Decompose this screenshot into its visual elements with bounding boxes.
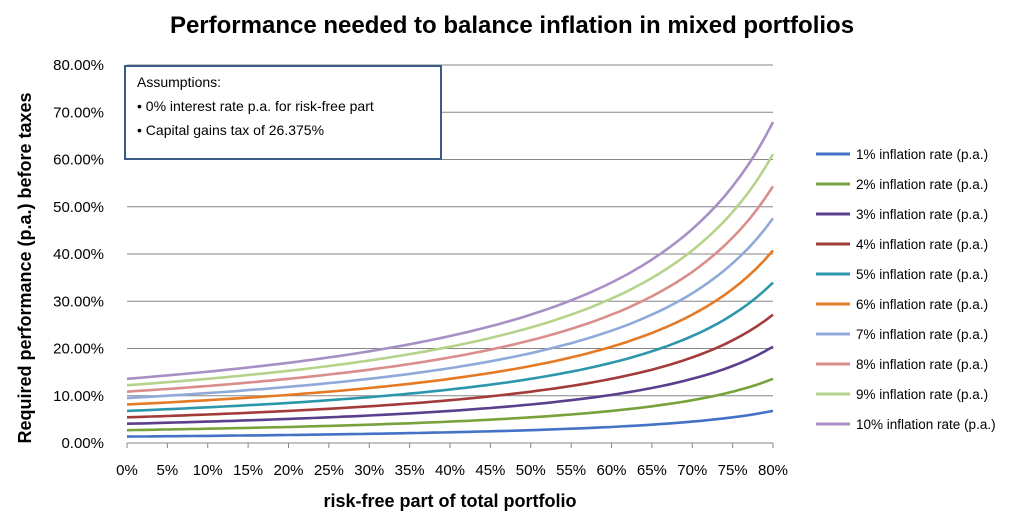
y-tick-label: 80.00%	[53, 57, 104, 74]
x-tick-label: 75%	[718, 462, 748, 479]
x-tick-label: 60%	[596, 462, 626, 479]
series-lines	[126, 121, 775, 438]
assumptions-box: Assumptions: • 0% interest rate p.a. for…	[124, 65, 442, 160]
series-line-7	[126, 217, 775, 400]
x-tick-label: 20%	[273, 462, 303, 479]
x-tick-label: 10%	[193, 462, 223, 479]
y-tick-label: 0.00%	[61, 435, 104, 452]
y-tick-label: 50.00%	[53, 199, 104, 216]
x-axis-label: risk-free part of total portfolio	[323, 491, 576, 511]
legend-label: 2% inflation rate (p.a.)	[856, 177, 988, 192]
legend-item: 6% inflation rate (p.a.)	[816, 297, 988, 312]
legend: 1% inflation rate (p.a.) 2% inflation rat…	[816, 147, 996, 432]
legend-item: 4% inflation rate (p.a.)	[816, 237, 988, 252]
legend-item: 5% inflation rate (p.a.)	[816, 267, 988, 282]
assumptions-heading: Assumptions:	[137, 74, 221, 90]
x-tick-label: 15%	[233, 462, 263, 479]
series-line-5	[126, 281, 774, 413]
series-line-3	[126, 345, 774, 425]
legend-item: 8% inflation rate (p.a.)	[816, 357, 988, 372]
series-line-9	[126, 153, 775, 387]
legend-item: 3% inflation rate (p.a.)	[816, 207, 988, 222]
series-line-2	[126, 377, 774, 432]
legend-label: 1% inflation rate (p.a.)	[856, 147, 988, 162]
x-axis-ticks: 0% 5% 10% 15% 20% 25% 30% 35% 40% 45% 50% 55% 60% 65%…	[116, 443, 788, 479]
assumption-line-1: • 0% interest rate p.a. for risk-free pa…	[137, 98, 374, 114]
x-tick-label: 0%	[116, 462, 138, 479]
series-line-6	[126, 249, 774, 406]
legend-label: 6% inflation rate (p.a.)	[856, 297, 988, 312]
y-tick-label: 20.00%	[53, 341, 104, 358]
legend-label: 4% inflation rate (p.a.)	[856, 237, 988, 252]
legend-label: 5% inflation rate (p.a.)	[856, 267, 988, 282]
series-line-1	[126, 409, 774, 438]
legend-label: 8% inflation rate (p.a.)	[856, 357, 988, 372]
x-tick-label: 35%	[395, 462, 425, 479]
x-tick-label: 30%	[354, 462, 384, 479]
series-line-8	[126, 185, 775, 393]
y-tick-label: 40.00%	[53, 246, 104, 263]
x-tick-label: 70%	[677, 462, 707, 479]
series-line-10	[126, 121, 775, 381]
x-tick-label: 65%	[637, 462, 667, 479]
y-tick-label: 10.00%	[53, 388, 104, 405]
series-line-4	[126, 313, 774, 419]
legend-label: 3% inflation rate (p.a.)	[856, 207, 988, 222]
legend-item: 7% inflation rate (p.a.)	[816, 327, 988, 342]
assumption-line-2: • Capital gains tax of 26.375%	[137, 122, 324, 138]
legend-label: 7% inflation rate (p.a.)	[856, 327, 988, 342]
assumptions-box-border	[124, 65, 442, 160]
chart-title: Performance needed to balance inflation …	[170, 12, 854, 39]
y-axis-label: Required performance (p.a.) before taxes	[15, 92, 35, 443]
y-tick-label: 30.00%	[53, 293, 104, 310]
x-tick-label: 80%	[758, 462, 788, 479]
y-tick-label: 70.00%	[53, 104, 104, 121]
x-tick-label: 55%	[556, 462, 586, 479]
x-tick-label: 40%	[435, 462, 465, 479]
x-tick-label: 45%	[475, 462, 505, 479]
legend-label: 9% inflation rate (p.a.)	[856, 387, 988, 402]
y-tick-label: 60.00%	[53, 152, 104, 169]
legend-item: 1% inflation rate (p.a.)	[816, 147, 988, 162]
legend-item: 9% inflation rate (p.a.)	[816, 387, 988, 402]
y-axis-ticks: 0.00% 10.00% 20.00% 30.00% 40.00% 50.00% 60.00…	[53, 57, 104, 452]
legend-label: 10% inflation rate (p.a.)	[856, 417, 996, 432]
legend-item: 2% inflation rate (p.a.)	[816, 177, 988, 192]
legend-item: 10% inflation rate (p.a.)	[816, 417, 996, 432]
x-tick-label: 50%	[516, 462, 546, 479]
x-tick-label: 5%	[157, 462, 179, 479]
x-tick-label: 25%	[314, 462, 344, 479]
